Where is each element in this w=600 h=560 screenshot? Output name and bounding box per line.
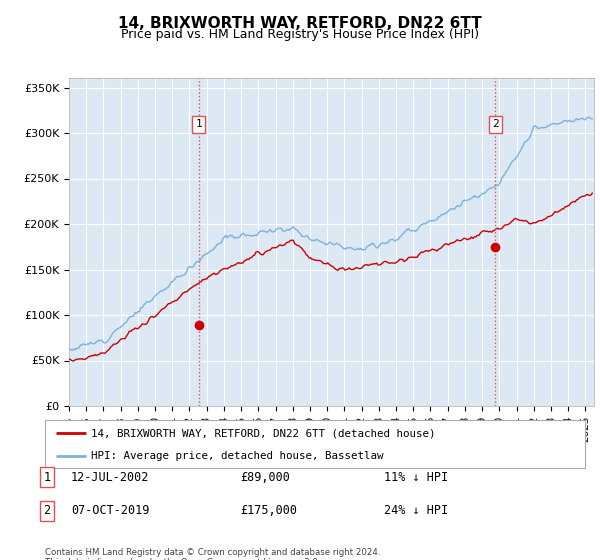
Text: 11% ↓ HPI: 11% ↓ HPI — [384, 470, 448, 484]
Text: 1: 1 — [195, 119, 202, 129]
Text: 07-OCT-2019: 07-OCT-2019 — [71, 504, 149, 517]
Text: 2: 2 — [43, 504, 50, 517]
Text: HPI: Average price, detached house, Bassetlaw: HPI: Average price, detached house, Bass… — [91, 451, 383, 461]
Text: £175,000: £175,000 — [240, 504, 297, 517]
Text: 1: 1 — [43, 470, 50, 484]
Text: 12-JUL-2002: 12-JUL-2002 — [71, 470, 149, 484]
Text: 24% ↓ HPI: 24% ↓ HPI — [384, 504, 448, 517]
Text: Price paid vs. HM Land Registry's House Price Index (HPI): Price paid vs. HM Land Registry's House … — [121, 28, 479, 41]
Text: 14, BRIXWORTH WAY, RETFORD, DN22 6TT: 14, BRIXWORTH WAY, RETFORD, DN22 6TT — [118, 16, 482, 31]
Text: 2: 2 — [492, 119, 499, 129]
Text: 14, BRIXWORTH WAY, RETFORD, DN22 6TT (detached house): 14, BRIXWORTH WAY, RETFORD, DN22 6TT (de… — [91, 428, 436, 438]
Text: £89,000: £89,000 — [240, 470, 290, 484]
Text: Contains HM Land Registry data © Crown copyright and database right 2024.
This d: Contains HM Land Registry data © Crown c… — [45, 548, 380, 560]
